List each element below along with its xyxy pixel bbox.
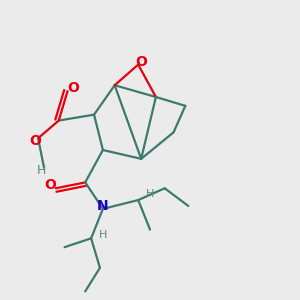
Text: O: O	[135, 55, 147, 69]
Text: H: H	[36, 164, 46, 177]
Text: H: H	[99, 230, 107, 240]
Text: O: O	[68, 81, 80, 95]
Text: H: H	[146, 189, 154, 199]
Text: N: N	[97, 199, 109, 213]
Text: O: O	[44, 178, 56, 192]
Text: O: O	[29, 134, 41, 148]
